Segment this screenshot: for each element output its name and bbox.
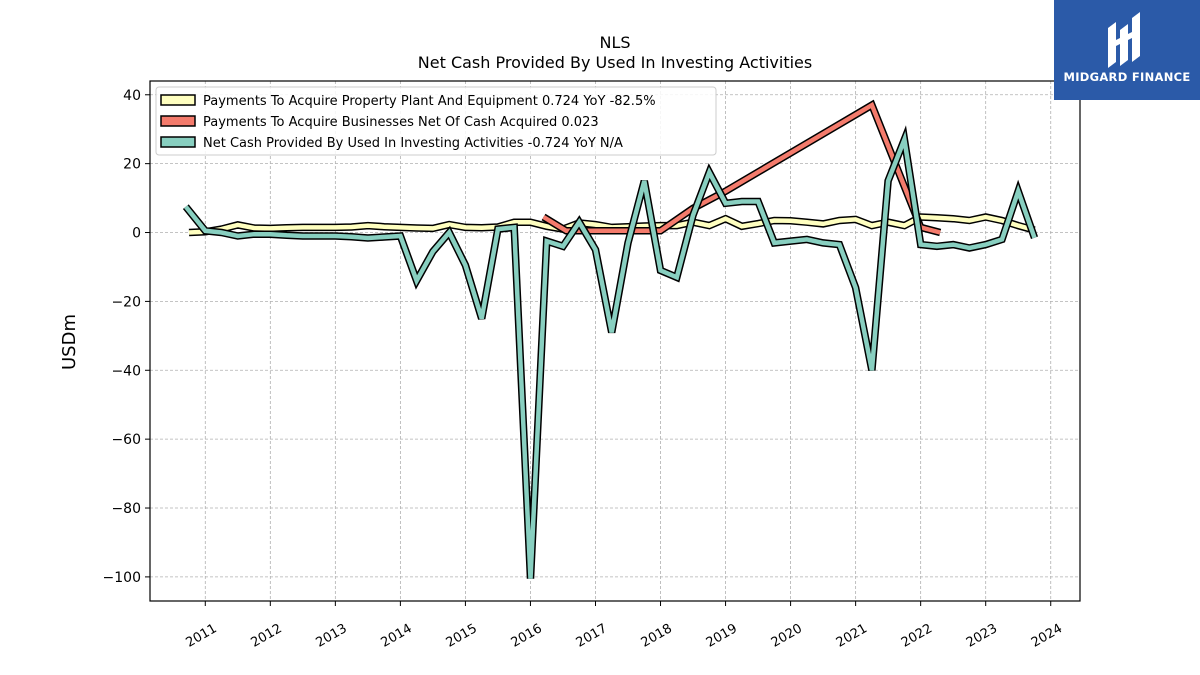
legend: Payments To Acquire Property Plant And E…: [155, 86, 717, 156]
legend-swatch: [160, 136, 196, 148]
x-tick-label: 2014: [379, 621, 415, 651]
series-outline: [182, 125, 1039, 579]
y-tick-label: −40: [111, 363, 141, 379]
series-stroke: [184, 130, 1037, 579]
y-tick-label: 40: [123, 88, 141, 104]
legend-entry: Payments To Acquire Businesses Net Of Ca…: [203, 115, 599, 130]
y-axis-ticks: 40 20 0 −20 −40 −60 −80 −100: [103, 88, 150, 586]
x-tick-label: 2012: [248, 621, 284, 651]
y-tick-label: −100: [103, 570, 141, 586]
chart-title: NLS: [599, 33, 630, 52]
x-tick-label: 2020: [769, 621, 805, 651]
series-lines: [182, 99, 1039, 579]
x-tick-label: 2015: [444, 621, 480, 651]
x-tick-label: 2019: [704, 621, 740, 651]
x-tick-label: 2016: [509, 621, 545, 651]
y-axis-label: USDm: [59, 314, 80, 370]
x-tick-label: 2013: [314, 621, 350, 651]
x-tick-label: 2021: [834, 621, 870, 651]
x-tick-label: 2023: [964, 621, 1000, 651]
y-tick-label: −80: [111, 501, 141, 517]
x-tick-label: 2024: [1029, 621, 1065, 651]
legend-swatch: [160, 94, 196, 106]
x-tick-label: 2018: [639, 621, 675, 651]
midgard-logo: MIDGARD FINANCE: [1054, 0, 1200, 100]
legend-entry: Payments To Acquire Property Plant And E…: [203, 94, 656, 109]
x-tick-label: 2017: [574, 621, 610, 651]
legend-swatch: [160, 115, 196, 127]
grid-lines: [150, 81, 1080, 601]
midgard-logo-icon: [1108, 12, 1140, 68]
legend-entry: Net Cash Provided By Used In Investing A…: [203, 136, 623, 151]
x-tick-label: 2011: [183, 621, 219, 651]
plot-frame: [149, 80, 1081, 602]
logo-text: MIDGARD FINANCE: [1063, 70, 1191, 84]
x-tick-label: 2022: [899, 621, 935, 651]
x-axis-ticks: 2011 2012 2013 2014 2015 2016 2017 2018 2019 2020…: [183, 601, 1065, 651]
y-tick-label: −60: [111, 432, 141, 448]
y-tick-label: 0: [132, 226, 141, 242]
series-line-3: [182, 125, 1039, 579]
chart-subtitle: Net Cash Provided By Used In Investing A…: [418, 53, 812, 72]
y-tick-label: −20: [111, 294, 141, 310]
y-tick-label: 20: [123, 157, 141, 173]
legend-box: [155, 86, 717, 156]
